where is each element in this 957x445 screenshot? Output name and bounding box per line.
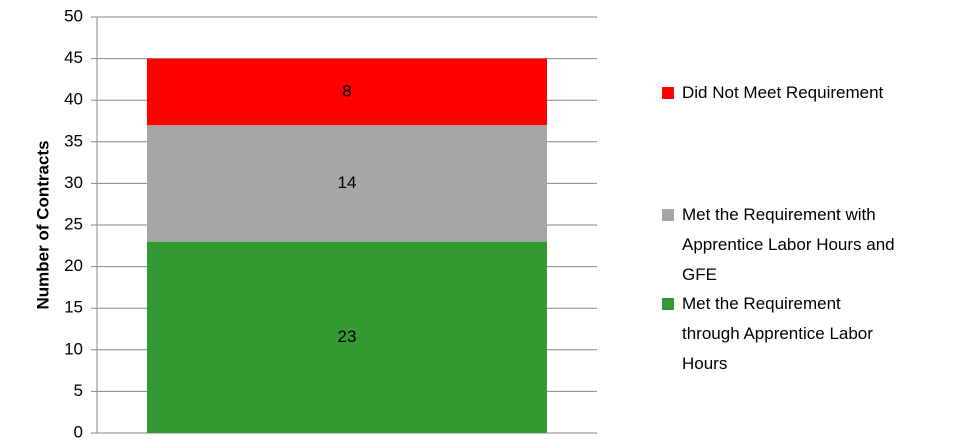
legend-label: Met the Requirement through Apprentice L… (682, 294, 873, 373)
data-label: 8 (342, 81, 351, 100)
y-tick-label: 40 (64, 90, 83, 109)
y-tick-label: 5 (74, 381, 83, 400)
y-tick-label: 20 (64, 256, 83, 275)
y-tick-label: 35 (64, 131, 83, 150)
bar-segment (147, 58, 547, 126)
y-tick-label: 0 (74, 422, 83, 441)
y-tick-label: 45 (64, 48, 83, 67)
data-label: 14 (338, 173, 357, 192)
y-tick-label: 25 (64, 214, 83, 233)
legend-item: Did Not Meet Requirement (662, 83, 902, 108)
y-axis-label: Number of Contracts (33, 140, 52, 309)
legend-label: Did Not Meet Requirement (682, 83, 884, 102)
legend-label: Met the Requirement with Apprentice Labo… (682, 205, 895, 284)
y-tick-label: 30 (64, 173, 83, 192)
y-tick-label: 10 (64, 339, 83, 358)
legend-swatch (662, 87, 674, 99)
bar-segment (147, 241, 547, 433)
y-tick-label: 50 (64, 6, 83, 25)
y-tick-label: 15 (64, 298, 83, 317)
legend-item: Met the Requirement through Apprentice L… (662, 294, 902, 379)
legend-swatch (662, 298, 674, 310)
legend-item: Met the Requirement with Apprentice Labo… (662, 205, 902, 290)
legend-swatch (662, 209, 674, 221)
data-label: 23 (338, 327, 357, 346)
bar-segment (147, 125, 547, 242)
